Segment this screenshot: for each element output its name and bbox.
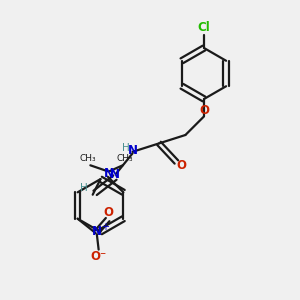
Text: Cl: Cl	[198, 21, 210, 34]
Text: N: N	[110, 167, 120, 181]
Text: H: H	[80, 183, 88, 193]
Text: N: N	[128, 144, 138, 157]
Text: H: H	[122, 143, 130, 153]
Text: CH₃: CH₃	[117, 154, 134, 163]
Text: +: +	[101, 221, 109, 232]
Text: O: O	[177, 159, 187, 172]
Text: N: N	[92, 225, 102, 239]
Text: O⁻: O⁻	[91, 250, 107, 263]
Text: N: N	[104, 167, 114, 180]
Text: O: O	[199, 104, 209, 117]
Text: O: O	[104, 206, 114, 220]
Text: CH₃: CH₃	[80, 154, 96, 163]
